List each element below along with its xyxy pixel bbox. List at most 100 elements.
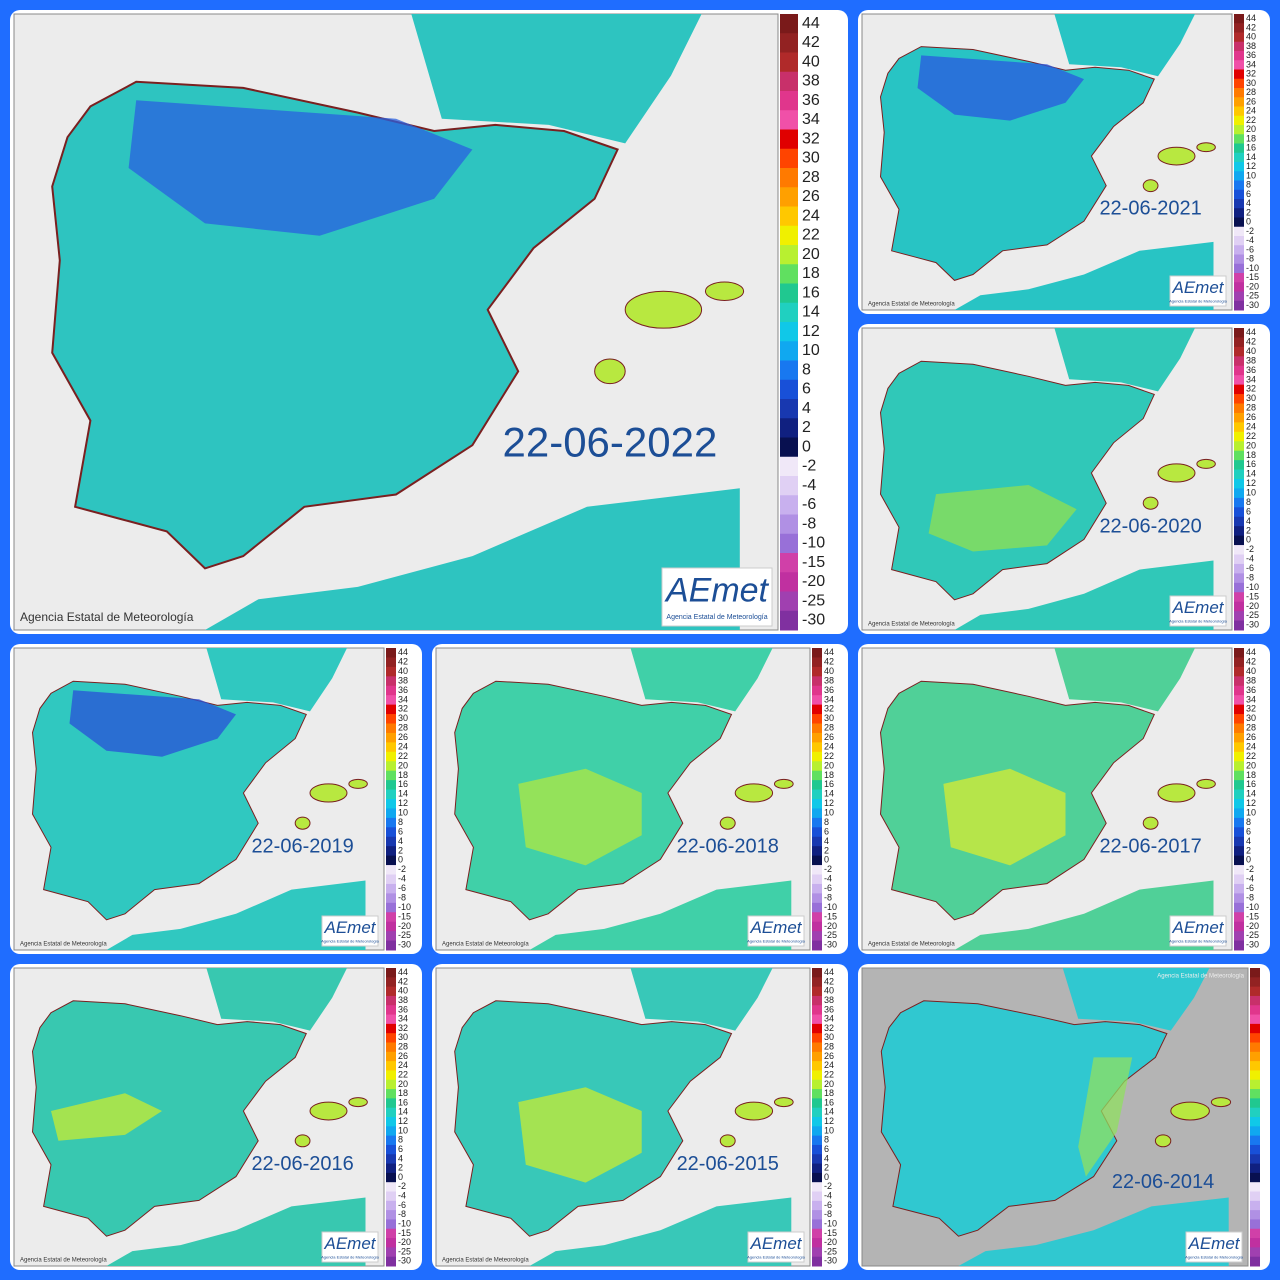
- date-label: 22-06-2022: [502, 418, 717, 465]
- legend-swatch: [812, 732, 822, 743]
- legend-swatch: [1250, 1154, 1260, 1165]
- map: 4442403836343230282624222018161412108642…: [13, 647, 411, 951]
- legend-label: 38: [398, 675, 408, 685]
- legend-label: -15: [824, 911, 837, 921]
- legend-label: 12: [1246, 798, 1256, 808]
- credit: Agencia Estatal de Meteorología: [868, 942, 955, 948]
- legend-label: 28: [802, 169, 820, 186]
- legend-label: 10: [398, 1125, 408, 1135]
- temperature-zone: [1078, 1057, 1133, 1177]
- legend-swatch: [1234, 217, 1244, 228]
- legend-swatch: [1250, 1144, 1260, 1155]
- legend-label: 40: [1246, 32, 1256, 42]
- legend-swatch: [386, 799, 396, 809]
- legend-swatch: [1250, 1079, 1260, 1090]
- legend-label: 26: [1246, 732, 1256, 742]
- legend-swatch: [1234, 770, 1244, 781]
- legend-label: 36: [824, 685, 834, 695]
- legend-swatch: [780, 129, 798, 150]
- legend-swatch: [386, 1089, 396, 1099]
- legend-swatch: [1234, 846, 1244, 857]
- legend-label: 10: [1246, 170, 1256, 180]
- legend-swatch: [1234, 394, 1244, 404]
- legend-swatch: [386, 685, 396, 696]
- legend-swatch: [812, 1238, 822, 1248]
- legend-label: 10: [1246, 488, 1256, 498]
- legend-label: -15: [1246, 591, 1259, 601]
- france: [1062, 968, 1210, 1031]
- legend-label: 44: [1246, 647, 1256, 657]
- map-panel: 44 42 40 38 36 34 32 30 28 26 24 22 20 18 16 14 12 10 8 6 4 2…: [10, 644, 422, 954]
- island: [1157, 783, 1196, 803]
- legend-swatch: [812, 1256, 822, 1267]
- logo-box: [1169, 275, 1227, 307]
- legend-label: -15: [1246, 911, 1259, 921]
- legend-label: -2: [398, 864, 406, 874]
- legend-label: 36: [802, 92, 820, 109]
- legend-swatch: [1234, 365, 1244, 376]
- logo: AEmet: [323, 1234, 376, 1253]
- legend-swatch: [780, 148, 798, 169]
- legend-swatch: [780, 399, 798, 419]
- legend-swatch: [1234, 488, 1244, 499]
- legend-swatch: [812, 817, 822, 828]
- legend-label: 24: [1246, 421, 1256, 431]
- legend-swatch: [812, 1219, 822, 1230]
- legend-swatch: [812, 883, 822, 894]
- legend-label: 6: [1246, 506, 1251, 516]
- legend-swatch: [1234, 226, 1244, 237]
- legend-label: 10: [802, 342, 820, 359]
- legend-label: 10: [824, 1125, 834, 1135]
- legend-label: 26: [1246, 412, 1256, 422]
- legend-label: 28: [398, 723, 408, 733]
- france: [630, 648, 773, 712]
- legend-swatch: [386, 648, 396, 658]
- legend-swatch: [1234, 41, 1244, 52]
- legend-label: 22: [398, 751, 408, 761]
- island: [624, 290, 703, 329]
- legend-label: 16: [1246, 779, 1256, 789]
- legend-swatch: [386, 695, 396, 706]
- logo-box: [1169, 595, 1227, 627]
- legend-swatch: [1234, 162, 1244, 172]
- legend-label: 22: [802, 227, 820, 244]
- legend-swatch: [780, 52, 798, 73]
- legend-label: 0: [1246, 535, 1251, 545]
- logo-subtitle: Agencia Estatal de Meteorología: [1185, 1255, 1244, 1260]
- map-panel: 44 42 40 38 36 34 32 30 28 26 24 22 20 18 16 14 12 10 8 6 4 2…: [858, 644, 1270, 954]
- legend-swatch: [1234, 97, 1244, 107]
- legend-swatch: [386, 1126, 396, 1137]
- legend-swatch: [1234, 931, 1244, 942]
- legend-label: -25: [802, 592, 825, 609]
- logo-box: [321, 1231, 379, 1263]
- logo: AEmet: [323, 918, 376, 937]
- logo: AEmet: [749, 918, 802, 937]
- legend-label: 10: [824, 808, 834, 818]
- legend-label: 26: [824, 732, 834, 742]
- legend-label: -4: [802, 477, 816, 494]
- legend-label: 16: [802, 284, 820, 301]
- legend-swatch: [812, 986, 822, 997]
- legend-label: 38: [1246, 41, 1256, 51]
- legend-label: -25: [398, 1246, 411, 1256]
- legend-label: 4: [802, 400, 811, 417]
- logo-subtitle: Agencia Estatal de Meteorología: [747, 939, 806, 944]
- legend-swatch: [780, 456, 798, 477]
- legend-swatch: [812, 1126, 822, 1137]
- logo-box: [747, 1231, 805, 1263]
- legend-label: 42: [824, 976, 834, 986]
- legend-swatch: [386, 1005, 396, 1016]
- legend-swatch: [1250, 1005, 1260, 1016]
- legend-label: 24: [824, 1060, 834, 1070]
- island: [309, 1101, 348, 1121]
- legend-label: 44: [1246, 13, 1256, 23]
- legend-label: 8: [824, 1135, 829, 1145]
- legend-label: -4: [1246, 235, 1254, 245]
- legend-label: -2: [1246, 544, 1254, 554]
- legend-swatch: [1250, 1247, 1260, 1258]
- legend-swatch: [1234, 611, 1244, 622]
- legend-swatch: [1250, 1070, 1260, 1081]
- legend-swatch: [812, 1191, 822, 1202]
- map: 4442403836343230282624222018161412108642…: [861, 13, 1259, 311]
